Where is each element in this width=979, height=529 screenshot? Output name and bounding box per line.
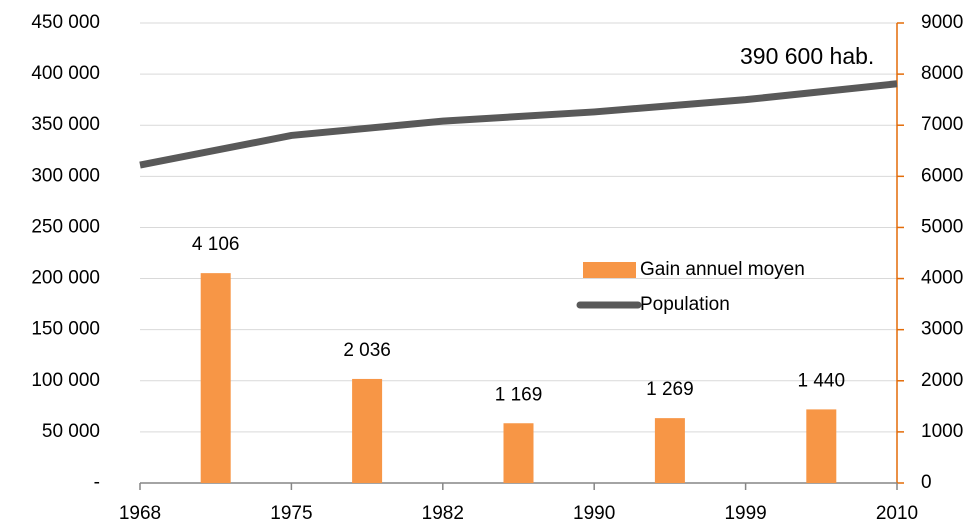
y2-tick-label: 8000 xyxy=(921,63,963,84)
y-tick-label: 350 000 xyxy=(31,114,100,135)
x-tick-label: 1999 xyxy=(724,503,766,524)
y2-tick-label: 5000 xyxy=(921,216,963,237)
data-label: 4 106 xyxy=(192,234,240,255)
y2-tick-label: 3000 xyxy=(921,319,963,340)
bar xyxy=(352,378,383,483)
x-tick-label: 1990 xyxy=(573,503,615,524)
bar xyxy=(503,423,534,483)
y2-tick-label: 1000 xyxy=(921,421,963,442)
y-tick-label: 450 000 xyxy=(31,12,100,33)
bar xyxy=(806,409,837,483)
y-tick-label: 100 000 xyxy=(31,370,100,391)
y2-tick-label: 9000 xyxy=(921,12,963,33)
bar xyxy=(200,273,231,483)
grid xyxy=(140,22,897,484)
x-tick-label: 1982 xyxy=(422,503,464,524)
y-tick-label: - xyxy=(94,472,100,493)
legend-swatch xyxy=(583,262,636,278)
y-tick-label: 400 000 xyxy=(31,63,100,84)
y-tick-label: 50 000 xyxy=(42,421,100,442)
legend-label: Gain annuel moyen xyxy=(640,259,805,280)
data-label: 1 440 xyxy=(798,370,846,391)
line xyxy=(139,80,898,169)
y2-tick-label: 2000 xyxy=(921,370,963,391)
data-label: 1 269 xyxy=(646,379,694,400)
y2-tick-label: 6000 xyxy=(921,165,963,186)
y2-tick-label: 7000 xyxy=(921,114,963,135)
y-tick-label: 300 000 xyxy=(31,165,100,186)
y-tick-label: 200 000 xyxy=(31,268,100,289)
x-tick-label: 2010 xyxy=(876,503,918,524)
y-tick-label: 150 000 xyxy=(31,319,100,340)
data-label: 1 169 xyxy=(495,384,543,405)
legend-label: Population xyxy=(640,294,730,315)
bar xyxy=(654,418,685,483)
x-tick-label: 1968 xyxy=(119,503,161,524)
y2-tick-label: 4000 xyxy=(921,268,963,289)
x-tick-label: 1975 xyxy=(270,503,312,524)
y2-tick-label: 0 xyxy=(921,472,932,493)
data-label: 2 036 xyxy=(343,340,391,361)
annotation: 390 600 hab. xyxy=(740,43,874,69)
y-tick-label: 250 000 xyxy=(31,216,100,237)
